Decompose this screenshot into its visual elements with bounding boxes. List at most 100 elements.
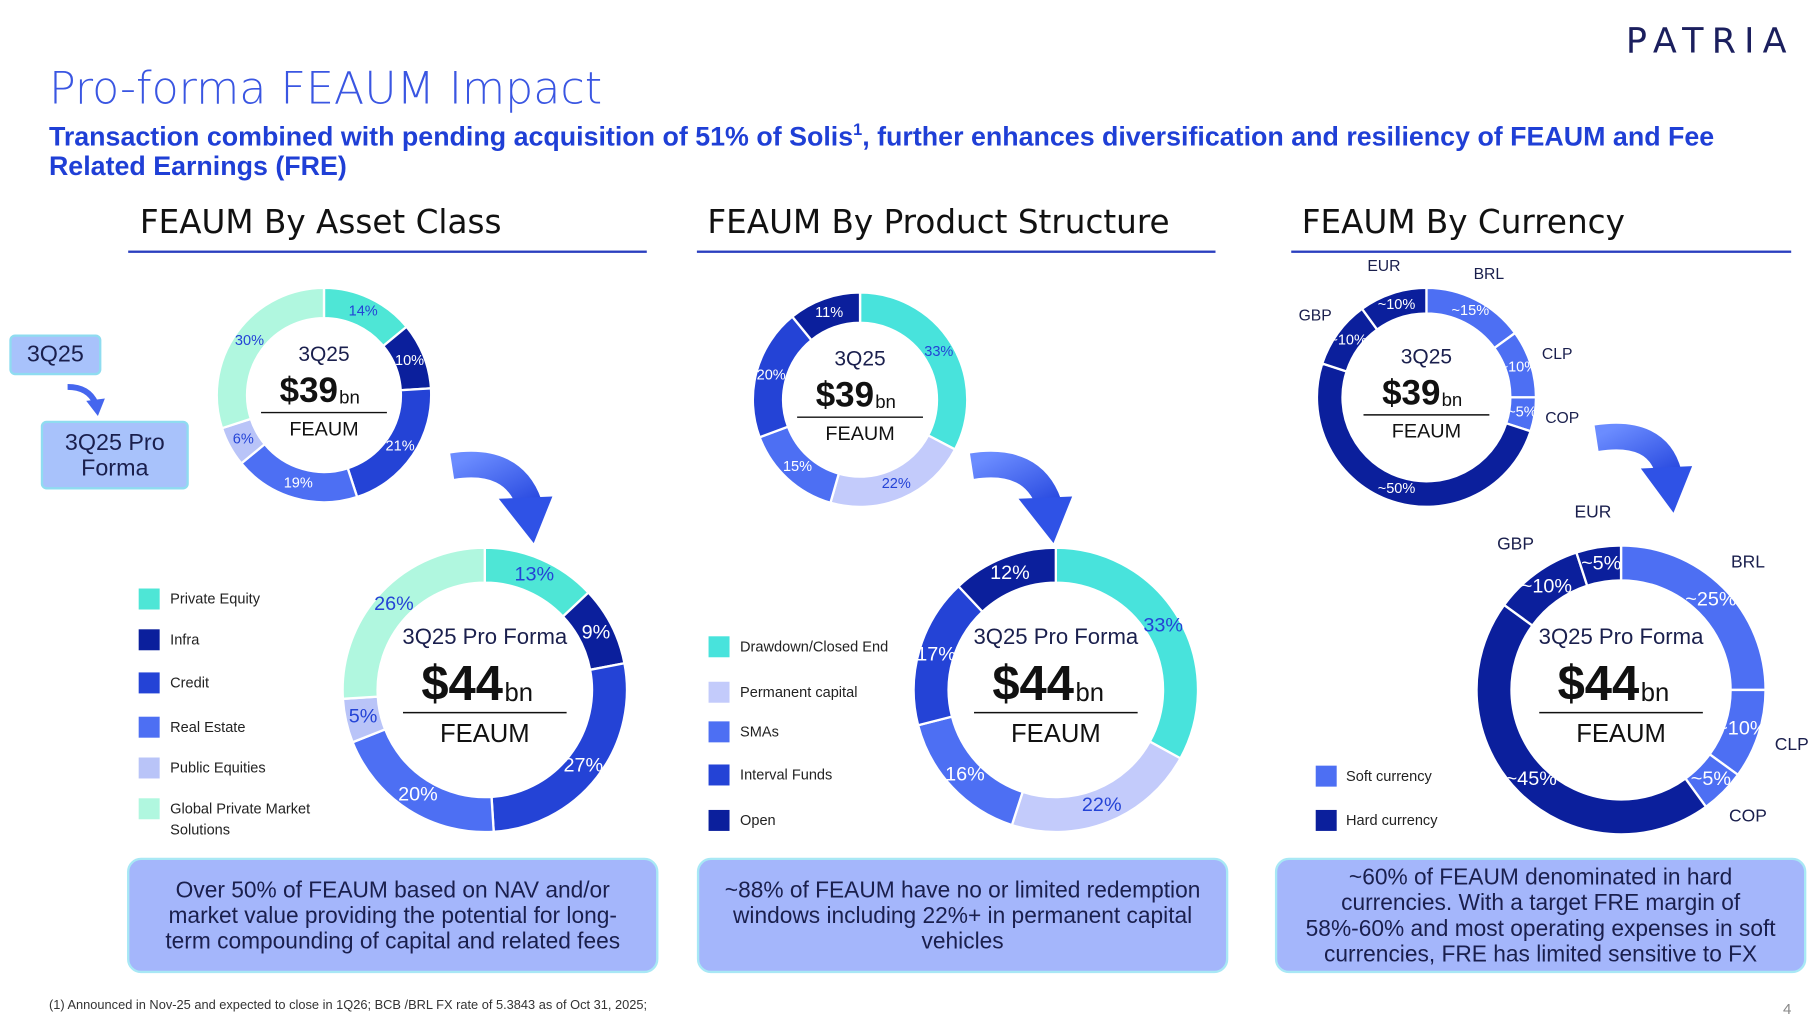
subtitle-text: , further enhances diversification and r… [48,120,1715,181]
legend-label: SMAs [740,723,779,741]
value-label: 27% [564,755,604,777]
footnote-ref: 1 [853,120,863,139]
page-number: 4 [1783,999,1792,1018]
value-label: 22% [1082,794,1122,816]
center-amount: $39 [1382,373,1440,412]
donut-chart: 33% 22% 15% 20% 11% 3Q25 $39 bn FEAUM [751,291,969,509]
value-label: 33% [1143,615,1183,637]
donut-segment [1475,603,1708,836]
value-label: 16% [945,763,985,785]
center-period: 3Q25 [1401,345,1452,368]
category-label: GBP [1299,308,1332,325]
center-amount: $44 [1558,657,1640,711]
legend-label: Public Equities [170,759,266,777]
legend-label: Credit [170,674,210,692]
value-label: 12% [990,562,1030,584]
value-label: ~10% [1716,717,1767,739]
legend-label: Soft currency [1346,767,1432,785]
donut-segment [341,546,486,701]
value-label: 26% [374,593,414,615]
arrow-head [86,398,105,417]
value-label: 19% [284,475,313,491]
legend-swatch [708,681,730,703]
value-label: 11% [815,305,843,321]
value-label: 22% [882,476,911,492]
arrow-shaft [969,451,1061,509]
flow-arrow [67,383,105,417]
value-label: ~5% [1691,768,1731,790]
value-label: 5% [349,705,378,727]
value-label: ~10% [1329,332,1367,348]
center-period: 3Q25 [834,348,885,371]
donut-chart: 13% 9% 27% 20% 5% 26% 3Q25 Pro Forma $44 bn FEAUM [341,546,629,834]
center-amount: $44 [421,657,503,711]
donut-segment [1574,544,1623,588]
center-unit: bn [339,386,360,407]
legend-swatch [138,798,160,820]
section-heading: FEAUM By Asset Class [139,202,502,242]
value-label: ~45% [1506,768,1557,790]
legend-label: Infra [170,631,200,648]
center-amount: $39 [816,376,874,415]
legend-swatch [708,764,730,786]
callout: ~88% of FEAUM have no or limited redempt… [696,857,1229,974]
legend-swatch [1315,765,1337,787]
center-metric: FEAUM [1011,720,1101,748]
category-label: CLP [1542,346,1573,363]
center-metric: FEAUM [440,720,530,748]
donut-segment [828,433,957,509]
donut-segment [956,546,1057,614]
center-unit: bn [504,679,533,707]
callout: ~60% of FEAUM denominated in hard curren… [1274,857,1807,974]
center-period: 3Q25 Pro Forma [1539,624,1704,649]
value-label: ~15% [1452,303,1490,319]
category-label: EUR [1575,501,1612,521]
legend-swatch [1315,809,1337,831]
value-label: ~10% [1500,359,1538,375]
legend-label: Interval Funds [740,766,833,784]
legend-swatch [138,716,160,738]
category-label: GBP [1497,533,1534,553]
legend-swatch [138,757,160,779]
center-period: 3Q25 Pro Forma [973,624,1138,649]
value-label: 17% [916,643,956,665]
legend-swatch [138,672,160,694]
value-label: 30% [235,333,264,349]
legend-swatch [138,629,160,651]
donut-chart: ~15%BRL~10%CLP~5% COP~50%~10%GBP~10%EUR3Q… [1299,258,1579,509]
section-heading: FEAUM By Currency [1301,202,1625,242]
value-label: 20% [398,783,438,805]
category-label: EUR [1367,258,1400,275]
legend-label: Real Estate [170,719,246,736]
category-label: BRL [1474,266,1505,283]
donut-chart: ~25% BRL ~10% CLP ~5% COP ~45% ~10% GBP ~5% EUR 3Q2… [1475,501,1809,836]
center-unit: bn [1442,389,1463,410]
donut-segment [1315,362,1533,509]
logo: PATRIA [1625,20,1795,62]
legend-swatch [138,588,160,610]
legend-label: Permanent capital [740,684,858,701]
arrow-head [1640,466,1693,513]
value-label: 9% [582,622,611,644]
arrow-head [498,496,553,544]
category-label: COP [1729,805,1767,825]
center-unit: bn [1641,679,1670,707]
heading-rule [1291,250,1792,253]
footnote: (1) Announced in Nov-25 and expected to … [48,998,648,1013]
center-metric: FEAUM [1576,720,1666,748]
legend-label: Hard currency [1346,812,1438,829]
title: Pro-forma FEAUM Impact [48,62,603,115]
category-label: BRL [1731,552,1765,572]
value-label: 10% [395,353,424,369]
center-amount: $44 [992,657,1074,711]
subtitle: Transaction combined with pending acquis… [49,115,1785,180]
donut-segment [790,291,862,342]
section-heading: FEAUM By Product Structure [707,202,1170,242]
center-amount: $39 [280,371,338,410]
legend-label: Open [740,812,776,829]
callout: Over 50% of FEAUM based on NAV and/or ma… [127,857,659,974]
arrow-head [1018,496,1073,544]
subtitle-text: Transaction combined with pending acquis… [48,120,854,152]
